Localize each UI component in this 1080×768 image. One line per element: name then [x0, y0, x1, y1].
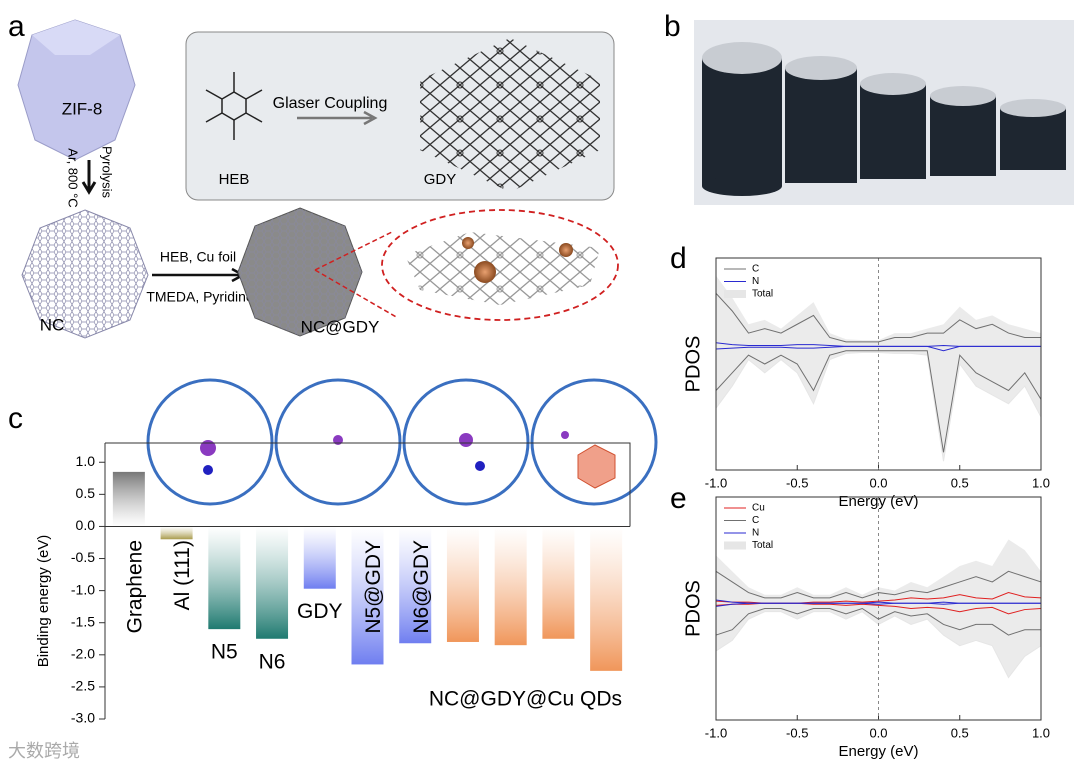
panel-label: e: [670, 482, 687, 515]
legend-label: Total: [752, 540, 773, 551]
panel-label: d: [670, 242, 687, 275]
bar: [494, 526, 527, 646]
y-tick-label: -3.0: [71, 710, 95, 726]
y-tick-label: 0.0: [76, 517, 96, 533]
pdos-line: [715, 345, 1041, 352]
total-band: [716, 539, 1041, 678]
x-tick-label: -0.5: [786, 475, 808, 490]
pdos-line: [715, 570, 1042, 599]
axis-frame: [715, 257, 1042, 471]
x-tick-label: 1.0: [1032, 475, 1050, 490]
bar: [351, 526, 384, 665]
bar: [160, 526, 193, 540]
arrow: [152, 267, 246, 283]
product-label: NC@GDY: [301, 317, 380, 336]
zoom-lines: [314, 231, 399, 319]
y-tick-label: -2.0: [71, 646, 95, 662]
bar: [256, 526, 289, 639]
y-tick-label: -2.5: [71, 678, 95, 694]
zif8-crystal: [17, 19, 136, 161]
category-label: N6: [259, 650, 286, 673]
y-tick-label: -1.5: [71, 613, 95, 629]
x-tick-label: -0.5: [786, 725, 808, 740]
x-tick-label: 1.0: [1032, 725, 1050, 740]
x-tick-label: 0.0: [869, 475, 887, 490]
nc-crystal: [21, 209, 149, 339]
cu-dot: [462, 237, 474, 249]
legend-label: C: [752, 264, 759, 275]
pdos-line: [715, 350, 1042, 453]
y-tick-label: 0.5: [76, 485, 96, 501]
axis-frame: [715, 496, 1042, 721]
category-label: Graphene: [123, 540, 146, 633]
category-label: N5: [211, 641, 238, 664]
legend-label: C: [752, 515, 759, 526]
bar: [542, 526, 575, 639]
pdos-line: [715, 602, 1041, 607]
process-label: Pyrolysis: [100, 146, 115, 199]
pdos-line: [715, 292, 1041, 343]
nc-gdy-texture: [238, 208, 362, 336]
x-tick-label: 0.5: [951, 475, 969, 490]
bar: [208, 526, 241, 630]
carbon-label: NC: [40, 315, 65, 334]
cu-dot: [474, 261, 496, 283]
category-label: N6@GDY: [410, 540, 433, 634]
panel-label: a: [8, 10, 25, 43]
total-band: [716, 275, 1041, 462]
conditions-label: Ar, 800 °C: [66, 148, 81, 207]
cu-dot: [559, 243, 573, 257]
zif8-facet: [32, 20, 120, 55]
x-axis-label: Energy (eV): [838, 743, 918, 760]
pdos-line: [715, 607, 1041, 636]
axis-frame: [104, 442, 631, 719]
total-band-lower: [715, 352, 1042, 462]
x-axis-label: Energy (eV): [838, 493, 918, 510]
legend-label: Cu: [752, 503, 765, 514]
heb-molecule: [205, 72, 263, 140]
legend-label: N: [752, 276, 759, 287]
structure-insets: [146, 378, 658, 506]
monomer-label: HEB: [219, 171, 250, 188]
gdy-sheet: [405, 232, 600, 305]
y-axis-label: PDOS: [682, 580, 704, 637]
legend-label: Total: [752, 289, 773, 300]
panel-label: c: [8, 402, 23, 435]
arrow: [81, 160, 97, 195]
x-tick-label: -1.0: [705, 725, 727, 740]
y-axis-label: Binding energy (eV): [35, 535, 52, 668]
polymer-label: GDY: [424, 171, 457, 188]
category-label: Al (111): [171, 540, 194, 610]
solvents-label: TMEDA, Pyridine: [146, 289, 254, 305]
legend-swatch: [724, 541, 746, 550]
x-tick-label: -1.0: [705, 475, 727, 490]
y-tick-label: -0.5: [71, 549, 95, 565]
gdy-lattice: [420, 38, 600, 192]
reaction-label: Glaser Coupling: [273, 95, 388, 112]
category-label: N5@GDY: [362, 540, 385, 634]
bar: [303, 526, 336, 589]
legend-swatch: [724, 290, 746, 298]
arrow: [297, 110, 378, 126]
annotation: NC@GDY@Cu QDs: [429, 687, 622, 710]
y-axis-label: PDOS: [682, 336, 704, 393]
x-tick-label: 0.0: [869, 725, 887, 740]
x-tick-label: 0.5: [951, 725, 969, 740]
precursor-label: ZIF-8: [62, 99, 103, 118]
photo-cylinders: [702, 42, 1066, 196]
watermark: 大数跨境: [8, 741, 80, 761]
legend-label: N: [752, 528, 759, 539]
y-tick-label: -1.0: [71, 581, 95, 597]
y-tick-label: 1.0: [76, 453, 96, 469]
bar: [446, 526, 479, 642]
category-label: GDY: [297, 600, 343, 623]
bar: [399, 526, 432, 644]
bar: [590, 526, 623, 671]
panel-label: b: [664, 10, 681, 43]
reagents-label: HEB, Cu foil: [160, 249, 236, 265]
bar: [112, 471, 145, 527]
